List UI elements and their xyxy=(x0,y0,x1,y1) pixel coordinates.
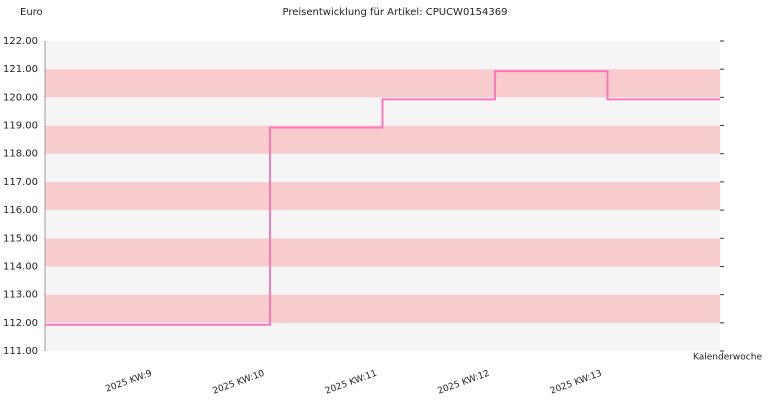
grid-band xyxy=(45,181,720,211)
x-tick-label: 2025 KW:11 xyxy=(324,369,378,397)
y-tick-label: 118.00 xyxy=(3,149,38,160)
y-tick-label: 120.00 xyxy=(3,92,38,103)
y-tick-label: 114.00 xyxy=(3,261,38,272)
y-tick-label: 111.00 xyxy=(3,346,38,357)
y-tick-label: 122.00 xyxy=(3,36,38,47)
y-axis-label: Euro xyxy=(20,7,43,18)
y-tick-label: 121.00 xyxy=(3,64,38,75)
y-tick-label: 115.00 xyxy=(3,233,38,244)
x-tick-label: 2025 KW:12 xyxy=(437,369,491,397)
chart-title: Preisentwicklung für Artikel: CPUCW01543… xyxy=(283,7,508,18)
grid-band xyxy=(45,153,720,182)
x-tick-label: 2025 KW:13 xyxy=(549,369,603,397)
grid-band xyxy=(45,69,720,98)
grid-band xyxy=(45,41,720,70)
grid-band xyxy=(45,294,720,323)
price-line xyxy=(45,70,720,326)
grid-band xyxy=(45,210,720,239)
y-tick-label: 116.00 xyxy=(3,205,38,216)
x-tick-label: 2025 KW:10 xyxy=(212,369,267,397)
grid-band xyxy=(45,266,720,295)
grid-band xyxy=(45,238,720,267)
x-tick-label: 2025 KW:9 xyxy=(104,369,153,395)
y-tick-label: 117.00 xyxy=(3,177,38,188)
grid-band xyxy=(45,125,720,154)
y-tick-label: 112.00 xyxy=(3,318,38,329)
x-axis-label: Kalenderwoche xyxy=(693,353,762,363)
grid-band xyxy=(45,322,720,351)
y-tick-label: 119.00 xyxy=(3,121,38,132)
y-tick-label: 113.00 xyxy=(3,290,38,301)
